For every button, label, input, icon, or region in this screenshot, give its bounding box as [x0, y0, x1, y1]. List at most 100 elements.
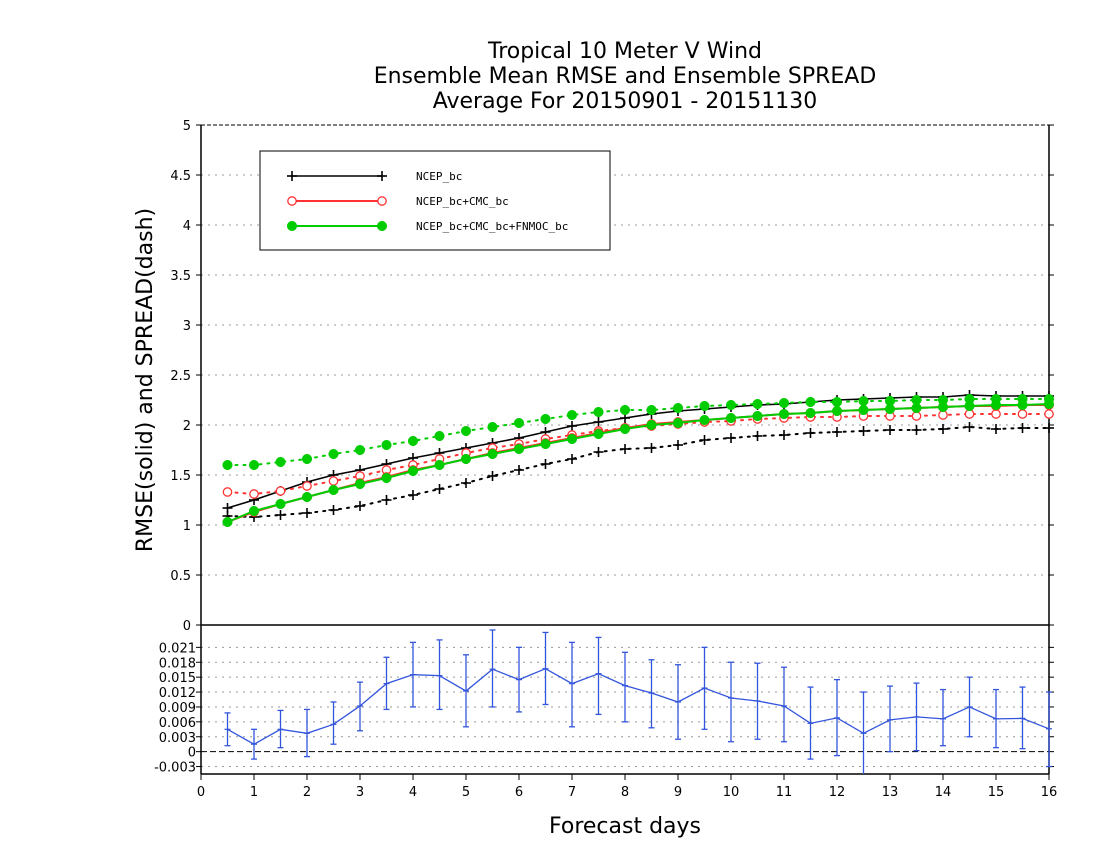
rmse-point [248, 505, 260, 517]
legend-marker [287, 196, 297, 206]
spread-point [407, 435, 419, 447]
x-tick-label: 4 [409, 785, 417, 800]
x-tick-label: 8 [621, 785, 629, 800]
spread-point [726, 433, 736, 443]
spread-point [673, 440, 683, 450]
spread-point [222, 487, 233, 497]
spread-point [540, 413, 551, 425]
y-tick-label: 0.015 [159, 671, 196, 686]
y-tick-label: 0.018 [159, 656, 196, 671]
rmse-point [1017, 399, 1028, 411]
title-line: Average For 20150901 - 20151130 [433, 89, 818, 114]
title-line: Tropical 10 Meter V Wind [487, 39, 762, 64]
legend-marker [286, 220, 298, 232]
spread-point [301, 453, 313, 465]
rmse-point [752, 410, 763, 422]
y-tick-label: 2 [183, 419, 191, 434]
y-tick-label: 0.012 [159, 686, 196, 701]
y-tick-label: 0 [183, 619, 191, 634]
x-tick-label: 9 [674, 785, 682, 800]
y-tick-label: 4.5 [170, 169, 191, 184]
x-tick-label: 5 [462, 785, 470, 800]
spread-point [540, 459, 551, 469]
spread-line [226, 425, 1050, 519]
legend-label: NCEP_bc [416, 170, 462, 183]
rmse-point [858, 404, 869, 416]
rmse-point [354, 478, 366, 490]
spread-point [275, 456, 286, 468]
spread-point [513, 417, 525, 429]
y-tick-label: 3.5 [170, 269, 191, 284]
spread-point [885, 425, 895, 435]
rmse-point [328, 484, 339, 496]
rmse-line [227, 403, 1050, 523]
difference-line [227, 667, 1050, 745]
spread-point [355, 501, 365, 511]
lower-panel: -0.00300.0030.0060.0090.0120.0150.0180.0… [154, 625, 1057, 800]
rmse-point [964, 400, 975, 412]
x-tick-label: 7 [568, 785, 576, 800]
spread-point [381, 495, 392, 505]
x-tick-label: 12 [829, 785, 846, 800]
spread-point [354, 444, 366, 456]
x-tick-label: 14 [935, 785, 952, 800]
y-tick-label: 0.021 [159, 641, 196, 656]
upper-panel: 0 0.5 1 1.5 2 2.5 3 3.5 4 4.5 5 [170, 119, 1055, 634]
spread-point [805, 428, 816, 438]
rmse-point [646, 419, 657, 431]
x-tick-label: 2 [303, 785, 311, 800]
y-tick-label: 2.5 [170, 369, 191, 384]
spread-point [249, 489, 259, 499]
y-tick-label: 0.006 [159, 716, 196, 731]
spread-point [646, 404, 657, 416]
spread-point [434, 484, 445, 494]
y-axis-label: RMSE(solid) and SPREAD(dash) [133, 208, 158, 552]
rmse-point [937, 401, 949, 413]
legend-marker [377, 196, 387, 206]
x-tick-label: 3 [356, 785, 364, 800]
spread-point [328, 448, 339, 460]
x-axis-label: Forecast days [549, 814, 701, 839]
rmse-point [540, 438, 551, 450]
spread-point [302, 508, 312, 518]
y-tick-label: 0.5 [170, 569, 191, 584]
spread-point [699, 400, 710, 412]
spread-point [302, 481, 312, 491]
rmse-point [672, 417, 684, 429]
spread-point [752, 398, 763, 410]
spread-point [805, 396, 816, 408]
spread-line [226, 398, 1050, 466]
rmse-point [434, 459, 445, 471]
rmse-point [381, 472, 392, 484]
y-tick-label: 0.009 [159, 701, 196, 716]
spread-point [1044, 409, 1054, 419]
legend-marker [376, 220, 388, 232]
rmse-point [1043, 398, 1055, 410]
spread-point [222, 459, 233, 471]
y-tick-label: 1 [183, 519, 191, 534]
spread-point [487, 421, 498, 433]
spread-point [938, 424, 948, 434]
x-tick-label: 11 [776, 785, 793, 800]
spread-point [991, 424, 1001, 434]
legend-label: NCEP_bc+CMC_bc+FNMOC_bc [416, 220, 568, 233]
series-ncep-bc-cmc-bc-fnmoc-bc [222, 393, 1055, 528]
spread-point [1017, 409, 1028, 419]
rmse-point [567, 421, 577, 431]
rmse-point [566, 433, 578, 445]
rmse-point [725, 412, 737, 424]
spread-point [752, 431, 763, 441]
rmse-point [778, 408, 790, 420]
spread-point [964, 422, 975, 432]
spread-point [381, 439, 392, 451]
spread-point [460, 425, 472, 437]
spread-point [991, 409, 1001, 419]
x-tick-label: 15 [988, 785, 1005, 800]
spread-point [725, 399, 737, 411]
spread-point [408, 490, 418, 500]
spread-point [911, 411, 922, 421]
spread-point [938, 410, 948, 420]
rmse-point [911, 402, 922, 414]
